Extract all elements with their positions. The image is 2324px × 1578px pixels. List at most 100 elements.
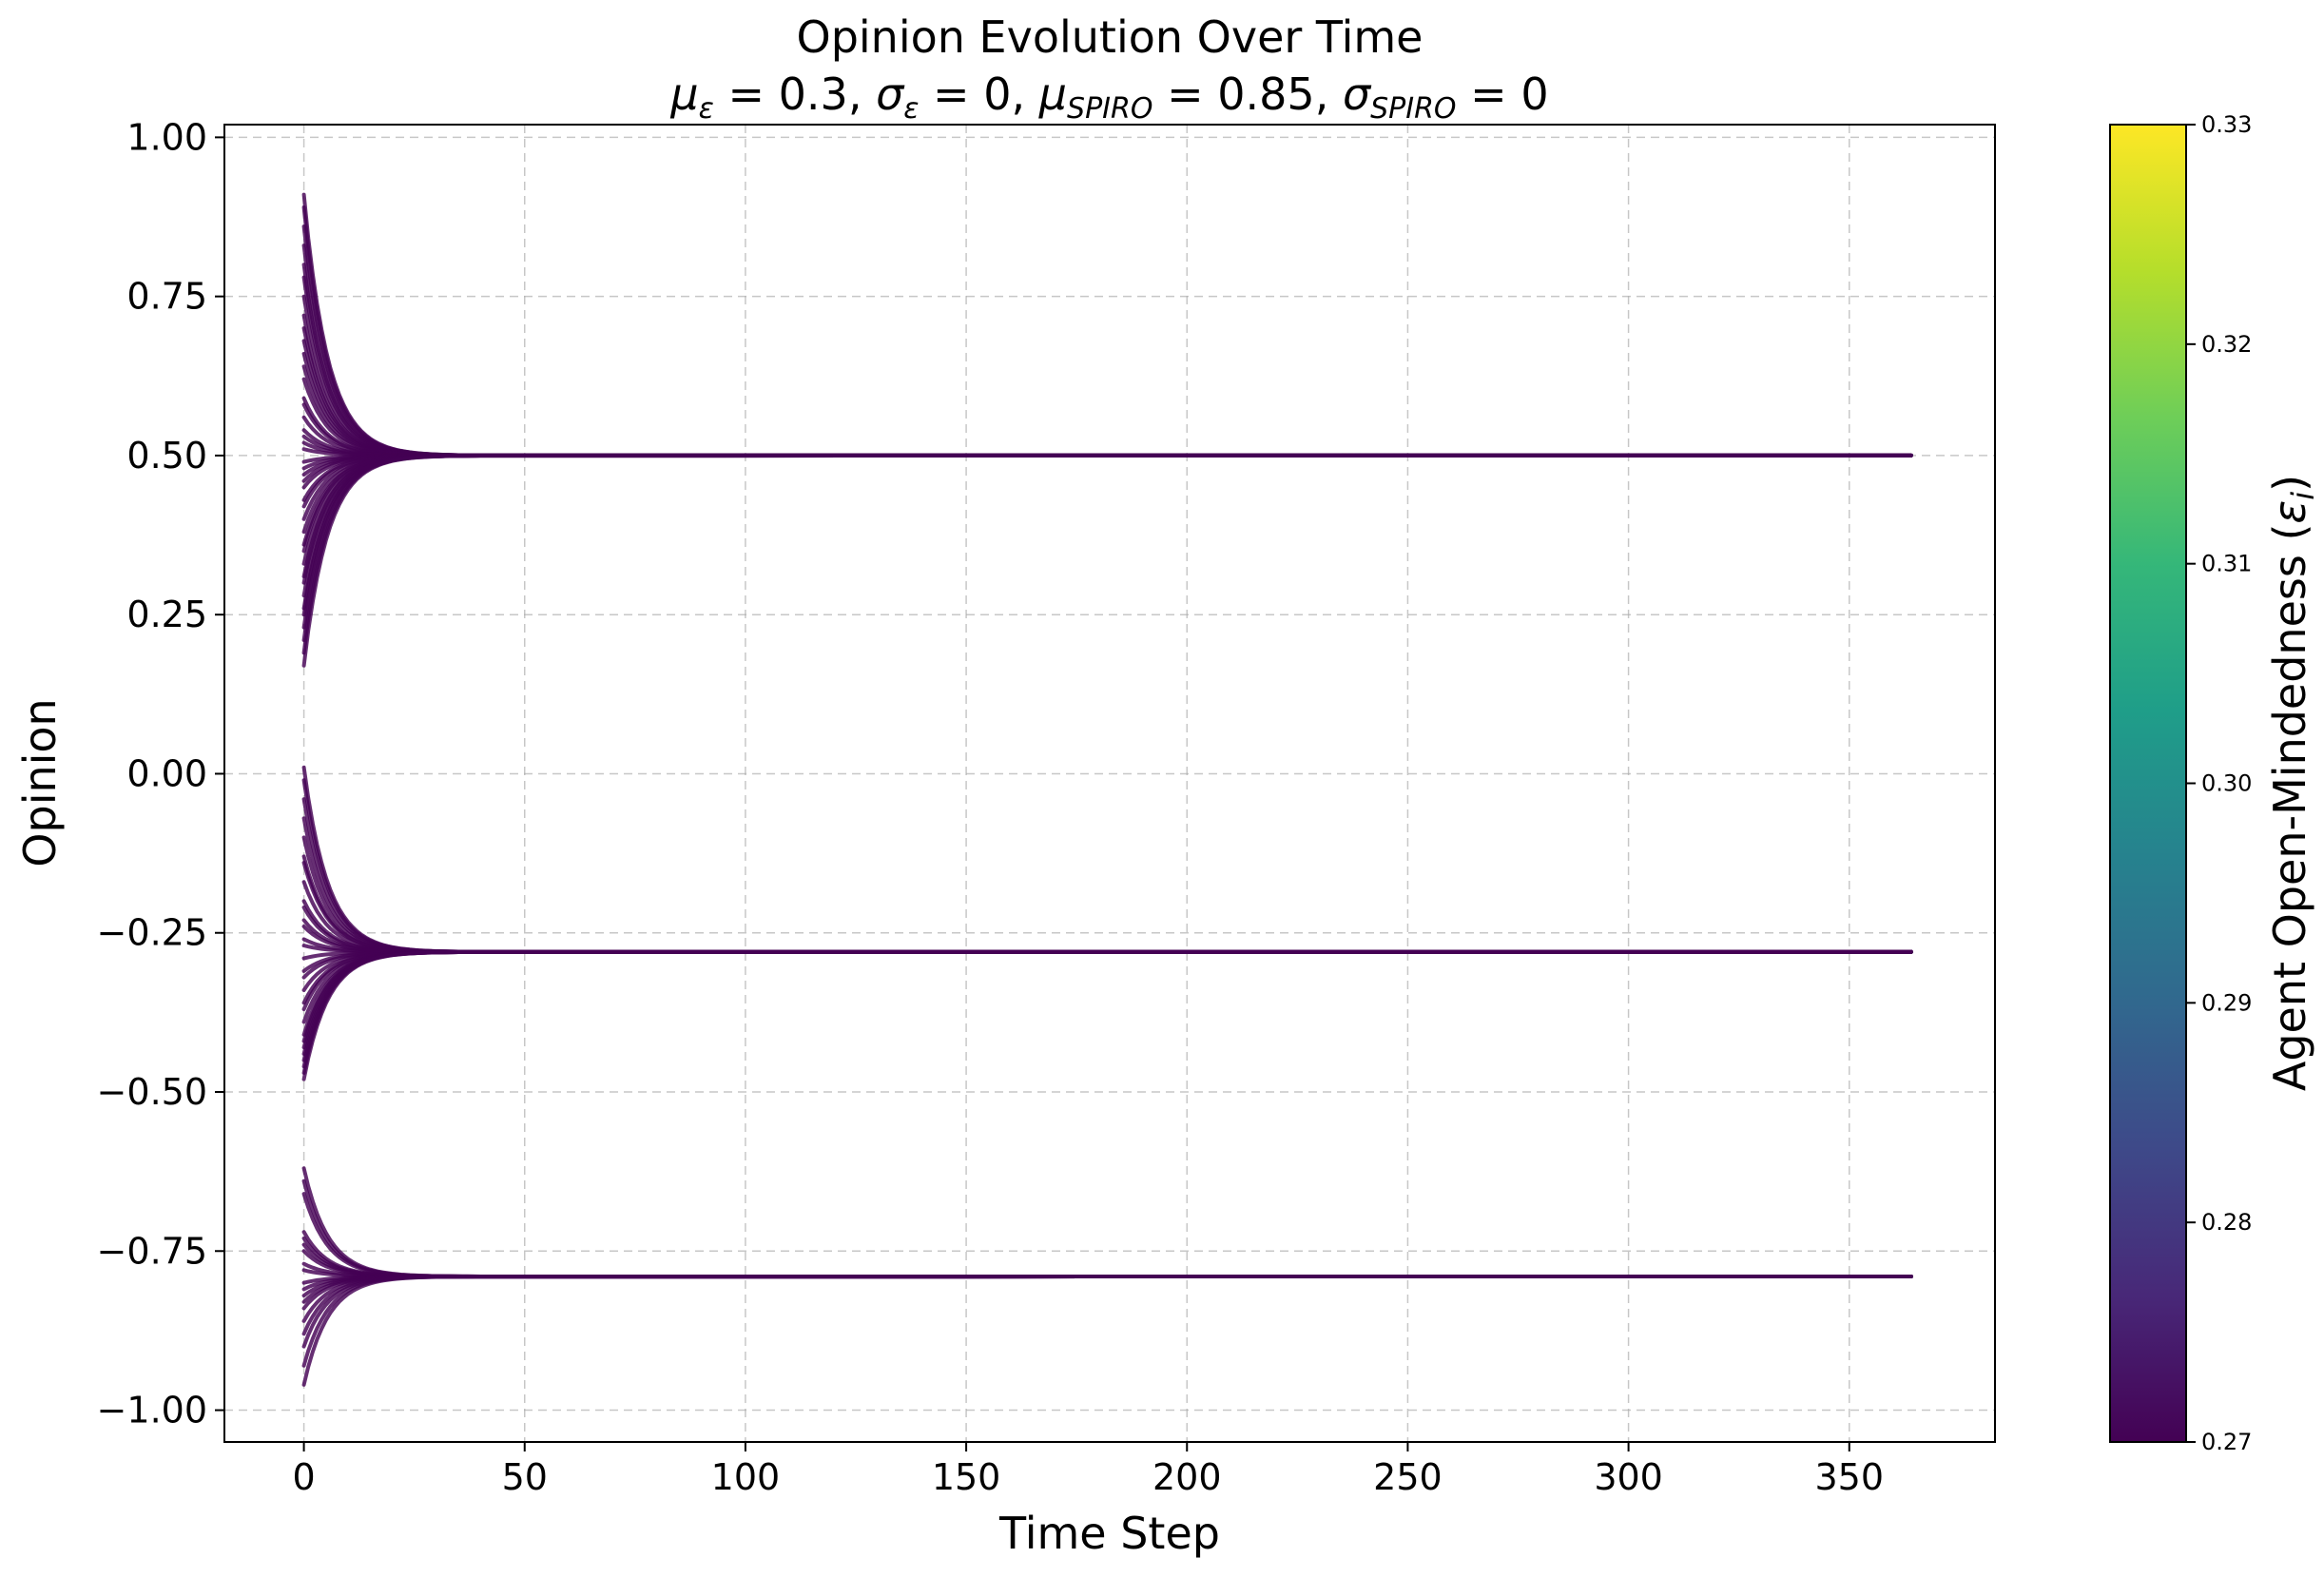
agent-trajectory-line: [301, 1275, 1913, 1323]
x-tick-label: 100: [711, 1456, 781, 1498]
colorbar-tick-label: 0.31: [2201, 551, 2252, 577]
agent-trajectory-line: [301, 453, 1913, 585]
chart-subtitle: με = 0.3, σε = 0, μSPIRO = 0.85, σSPIRO …: [669, 68, 1548, 126]
agent-trajectory-line: [301, 854, 1913, 954]
agent-trajectory-line: [301, 453, 1913, 509]
agent-trajectory-line: [301, 453, 1913, 502]
agent-trajectory-line: [301, 294, 1913, 458]
agent-trajectory-line: [301, 949, 1913, 1075]
agent-trajectory-line: [301, 835, 1913, 954]
colorbar-tick-label: 0.29: [2201, 989, 2252, 1016]
agent-trajectory-line: [301, 453, 1913, 655]
agent-trajectory-line: [301, 778, 1913, 954]
agent-trajectory-line: [301, 949, 1913, 1024]
agent-trajectory-line: [301, 453, 1913, 483]
agent-trajectory-line: [301, 402, 1913, 458]
colorbar-tick-label: 0.28: [2201, 1209, 2252, 1236]
agent-trajectory-line: [301, 453, 1913, 642]
agent-trajectory-line: [301, 1242, 1913, 1278]
agent-trajectory-line: [301, 1275, 1913, 1304]
agent-trajectory-line: [301, 205, 1913, 458]
agent-trajectory-line: [301, 453, 1913, 490]
agent-trajectory-line: [301, 339, 1913, 458]
chart-title: Opinion Evolution Over Time: [797, 11, 1423, 63]
x-axis-label: Time Step: [998, 1508, 1220, 1559]
agent-trajectory-line: [301, 949, 1913, 1056]
agent-trajectory-line: [301, 949, 1913, 1037]
plot-frame: [223, 124, 1996, 1443]
agent-trajectory-line: [301, 949, 1913, 1043]
agent-trajectory-line: [301, 453, 1913, 578]
colorbar: [2110, 125, 2186, 1442]
agent-trajectory-line: [301, 224, 1913, 458]
agent-trajectory-line: [301, 453, 1913, 668]
agent-trajectory-line: [301, 453, 1913, 535]
x-tick-label: 50: [502, 1456, 548, 1498]
x-axis-ticks: 0 50 100 150 200 250 300 350: [292, 1442, 1884, 1498]
agent-trajectory-line: [301, 326, 1913, 458]
y-tick-label: −0.75: [97, 1230, 207, 1272]
grid-lines: [224, 125, 1995, 1442]
agent-trajectory-line: [301, 428, 1913, 458]
agent-trajectory-line: [301, 797, 1913, 954]
x-tick-label: 150: [932, 1456, 1001, 1498]
y-tick-label: 0.50: [126, 435, 207, 477]
y-tick-label: −1.00: [97, 1390, 207, 1432]
x-tick-label: 350: [1815, 1456, 1885, 1498]
agent-trajectory-line: [301, 453, 1913, 477]
trajectories: [301, 192, 1913, 1387]
agent-trajectory-line: [301, 1249, 1913, 1278]
agent-trajectory-line: [301, 1230, 1913, 1278]
agent-trajectory-line: [301, 377, 1913, 458]
agent-trajectory-line: [301, 949, 1913, 1050]
agent-trajectory-line: [301, 949, 1913, 1069]
x-tick-label: 250: [1373, 1456, 1443, 1498]
y-tick-label: 0.25: [126, 594, 207, 635]
agent-trajectory-line: [301, 364, 1913, 458]
agent-trajectory-line: [301, 899, 1913, 954]
agent-trajectory-line: [301, 949, 1913, 1081]
agent-trajectory-line: [301, 1192, 1913, 1278]
agent-trajectory-line: [301, 453, 1913, 598]
agent-trajectory-line: [301, 880, 1913, 954]
y-tick-label: 0.75: [126, 276, 207, 318]
agent-trajectory-line: [301, 1275, 1913, 1387]
y-tick-label: 1.00: [126, 116, 207, 158]
agent-trajectory-line: [301, 263, 1913, 458]
agent-trajectory-line: [301, 765, 1913, 954]
agent-trajectory-line: [301, 415, 1913, 458]
x-tick-label: 0: [292, 1456, 315, 1498]
agent-trajectory-line: [301, 925, 1913, 954]
colorbar-label: Agent Open-Mindedness (εi): [2264, 475, 2321, 1091]
x-tick-label: 300: [1594, 1456, 1663, 1498]
agent-trajectory-line: [301, 1166, 1913, 1278]
y-axis-label: Opinion: [14, 698, 66, 867]
agent-trajectory-line: [301, 949, 1913, 1011]
agent-trajectory-line: [301, 861, 1913, 954]
agent-trajectory-line: [301, 949, 1913, 973]
colorbar-tick-label: 0.27: [2201, 1429, 2252, 1455]
agent-trajectory-line: [301, 396, 1913, 458]
agent-trajectory-line: [301, 453, 1913, 554]
agent-trajectory-line: [301, 1275, 1913, 1298]
agent-trajectory-line: [301, 949, 1913, 992]
agent-trajectory-line: [301, 949, 1913, 1062]
agent-trajectory-line: [301, 453, 1913, 566]
agent-trajectory-line: [301, 918, 1913, 954]
agent-trajectory-line: [301, 453, 1913, 611]
y-tick-label: −0.50: [97, 1071, 207, 1113]
agent-trajectory-line: [301, 275, 1913, 458]
colorbar-ticks: 0.27 0.28 0.29 0.30 0.31 0.32 0.33: [2186, 111, 2252, 1455]
agent-trajectory-line: [301, 434, 1913, 458]
agent-trajectory-line: [301, 453, 1913, 547]
agent-trajectory-line: [301, 1275, 1913, 1368]
y-tick-label: −0.25: [97, 912, 207, 954]
agent-trajectory-line: [301, 816, 1913, 954]
agent-trajectory-line: [301, 1179, 1913, 1278]
agent-trajectory-line: [301, 1275, 1913, 1336]
y-axis-ticks: 1.00 0.75 0.50 0.25 0.00 −0.25 −0.50 −0.75 −1.00: [97, 116, 224, 1432]
agent-trajectory-line: [301, 453, 1913, 630]
agent-trajectory-line: [301, 244, 1913, 458]
agent-trajectory-line: [301, 453, 1913, 617]
